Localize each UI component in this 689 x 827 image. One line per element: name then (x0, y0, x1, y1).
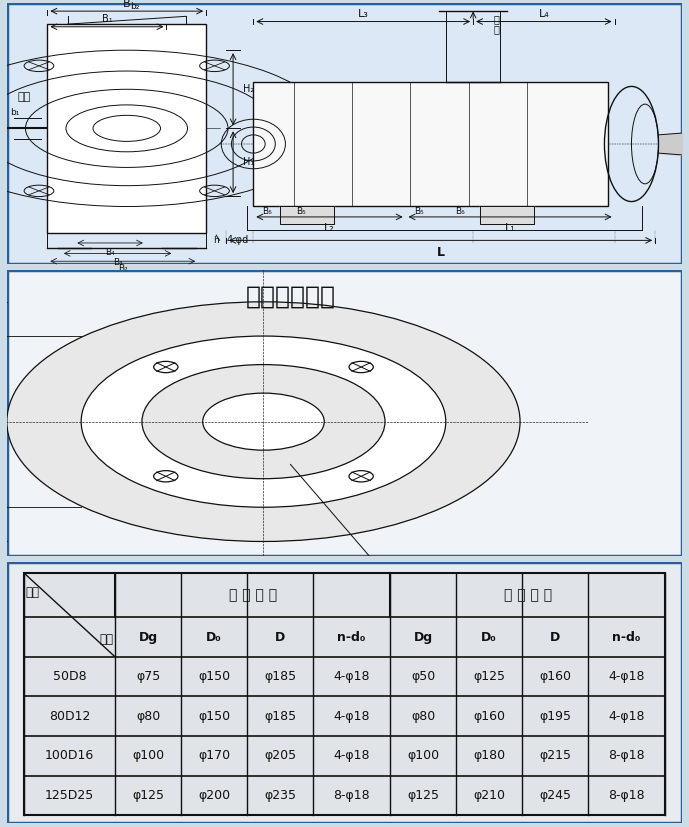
Text: φ150: φ150 (198, 710, 230, 723)
Text: L₁: L₁ (505, 223, 515, 233)
FancyBboxPatch shape (7, 3, 682, 264)
Ellipse shape (154, 471, 178, 482)
Ellipse shape (349, 361, 373, 373)
Text: h: h (213, 236, 218, 245)
Ellipse shape (7, 302, 520, 542)
Text: D₀: D₀ (206, 631, 222, 643)
Text: φ80: φ80 (411, 710, 435, 723)
Text: φ205: φ205 (264, 749, 296, 762)
Text: φ195: φ195 (539, 710, 571, 723)
Text: L₃: L₃ (358, 9, 369, 19)
Text: 80D12: 80D12 (49, 710, 90, 723)
Text: 8-φ18: 8-φ18 (608, 749, 645, 762)
Text: 吸入吐出法兰: 吸入吐出法兰 (245, 284, 336, 308)
Text: φ80: φ80 (136, 710, 161, 723)
Text: φ150: φ150 (198, 670, 230, 683)
Text: H₁: H₁ (243, 157, 254, 167)
FancyBboxPatch shape (7, 270, 682, 556)
Text: B₃: B₃ (113, 258, 123, 267)
Text: φ185: φ185 (264, 710, 296, 723)
Text: n-d₀: n-d₀ (385, 564, 413, 578)
Text: φ75: φ75 (136, 670, 161, 683)
Text: φ160: φ160 (473, 710, 505, 723)
Bar (48, 24, 206, 232)
Text: n-d₀: n-d₀ (613, 631, 641, 643)
Text: b₁: b₁ (10, 108, 20, 117)
Text: B₅: B₅ (296, 207, 305, 216)
Text: 出
水: 出 水 (493, 14, 500, 35)
Text: φ245: φ245 (539, 789, 571, 802)
Text: b₂: b₂ (130, 2, 139, 11)
Text: 4-φ18: 4-φ18 (333, 710, 370, 723)
Text: φ125: φ125 (132, 789, 164, 802)
Text: 4-φd: 4-φd (226, 236, 249, 246)
Text: B: B (123, 0, 130, 9)
Ellipse shape (154, 361, 178, 373)
Text: 4-φ18: 4-φ18 (608, 670, 645, 683)
Text: φ160: φ160 (539, 670, 571, 683)
Text: φ125: φ125 (473, 670, 505, 683)
Text: B₆: B₆ (262, 207, 271, 216)
Ellipse shape (203, 393, 325, 450)
Text: 4-φ18: 4-φ18 (333, 749, 370, 762)
Text: B₂: B₂ (118, 264, 127, 273)
Text: B₅: B₅ (414, 207, 424, 216)
Text: φ170: φ170 (198, 749, 230, 762)
Text: B₆: B₆ (455, 207, 464, 216)
Text: 8-φ18: 8-φ18 (608, 789, 645, 802)
Text: 进水: 进水 (17, 93, 30, 103)
Text: 型号: 型号 (25, 586, 39, 599)
Text: L: L (437, 246, 444, 259)
Text: Dg: Dg (413, 631, 433, 643)
Text: 8-φ18: 8-φ18 (333, 789, 370, 802)
Text: 125D25: 125D25 (45, 789, 94, 802)
Text: φ210: φ210 (473, 789, 505, 802)
Text: B₄: B₄ (105, 247, 115, 256)
Text: 吸 入 法 兰: 吸 入 法 兰 (229, 588, 277, 602)
Text: φ235: φ235 (264, 789, 296, 802)
Ellipse shape (81, 336, 446, 507)
Ellipse shape (142, 365, 385, 479)
Text: Dg: Dg (223, 386, 240, 399)
Bar (254, 82, 608, 206)
Text: φ100: φ100 (132, 749, 164, 762)
Text: φ100: φ100 (407, 749, 440, 762)
Text: 尺寸: 尺寸 (100, 633, 114, 646)
Text: B₁: B₁ (101, 14, 112, 24)
Ellipse shape (349, 471, 373, 482)
Text: φ215: φ215 (539, 749, 571, 762)
Text: D₀: D₀ (482, 631, 497, 643)
FancyBboxPatch shape (7, 562, 682, 823)
Text: L₂: L₂ (324, 223, 335, 233)
Text: φ185: φ185 (264, 670, 296, 683)
Text: 吐 出 法 兰: 吐 出 法 兰 (504, 588, 552, 602)
Text: 100D16: 100D16 (45, 749, 94, 762)
Text: n-d₀: n-d₀ (338, 631, 366, 643)
Text: Dg: Dg (138, 631, 158, 643)
Text: H₂: H₂ (243, 84, 254, 94)
Text: φ125: φ125 (407, 789, 439, 802)
Text: φ50: φ50 (411, 670, 435, 683)
Text: φ200: φ200 (198, 789, 230, 802)
Text: L₄: L₄ (539, 9, 549, 19)
Text: 4-φ18: 4-φ18 (608, 710, 645, 723)
Text: D: D (550, 631, 560, 643)
Text: 50D8: 50D8 (52, 670, 86, 683)
Text: φ180: φ180 (473, 749, 505, 762)
Text: D: D (275, 631, 285, 643)
Text: 4-φ18: 4-φ18 (333, 670, 370, 683)
